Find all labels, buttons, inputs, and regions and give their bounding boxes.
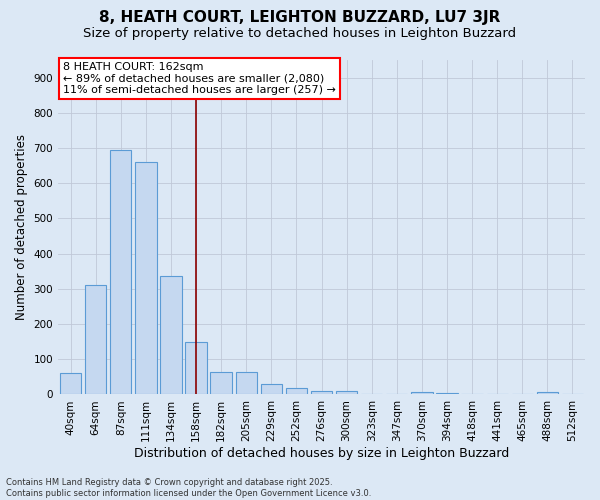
Bar — [536, 392, 558, 394]
Bar — [286, 388, 307, 394]
Bar — [336, 390, 357, 394]
Y-axis label: Number of detached properties: Number of detached properties — [15, 134, 28, 320]
Text: 8, HEATH COURT, LEIGHTON BUZZARD, LU7 3JR: 8, HEATH COURT, LEIGHTON BUZZARD, LU7 3J… — [100, 10, 500, 25]
Bar — [160, 276, 182, 394]
Bar — [110, 150, 131, 394]
Bar — [411, 392, 433, 394]
Bar — [60, 374, 81, 394]
Text: 8 HEATH COURT: 162sqm
← 89% of detached houses are smaller (2,080)
11% of semi-d: 8 HEATH COURT: 162sqm ← 89% of detached … — [64, 62, 336, 95]
Text: Size of property relative to detached houses in Leighton Buzzard: Size of property relative to detached ho… — [83, 28, 517, 40]
Text: Contains HM Land Registry data © Crown copyright and database right 2025.
Contai: Contains HM Land Registry data © Crown c… — [6, 478, 371, 498]
Bar — [260, 384, 282, 394]
Bar — [135, 162, 157, 394]
Bar — [211, 372, 232, 394]
Bar — [85, 284, 106, 395]
Bar — [311, 390, 332, 394]
Bar — [236, 372, 257, 394]
Bar — [436, 392, 458, 394]
Bar — [185, 342, 207, 394]
X-axis label: Distribution of detached houses by size in Leighton Buzzard: Distribution of detached houses by size … — [134, 447, 509, 460]
